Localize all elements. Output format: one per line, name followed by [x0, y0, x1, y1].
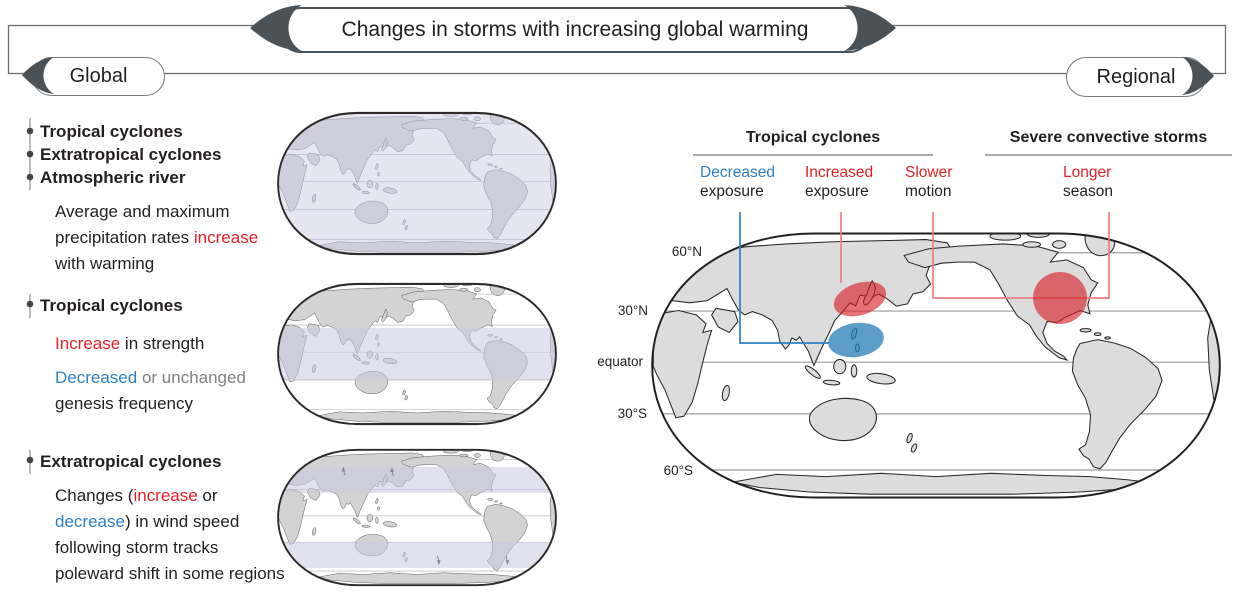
regional-world-map [651, 232, 1221, 499]
text-line: ) in wind speed [124, 512, 240, 531]
tc-strength-text: Increase in strength [55, 331, 295, 357]
increase-red-text: increase [133, 486, 198, 505]
slower-red-text: Slower [905, 164, 953, 181]
regional-header-tropical-cyclones: Tropical cyclones [693, 129, 933, 156]
global-map-storm-tracks [277, 448, 557, 587]
text-line: with warming [55, 254, 155, 273]
text-line: following storm tracks [55, 538, 219, 557]
label-increased-exposure: Increased exposure [805, 163, 873, 201]
increase-red-text: increase [193, 228, 259, 247]
heading-tropical-cyclones: Tropical cyclones [40, 296, 183, 315]
regional-header-severe-convective-storms: Severe convective storms [985, 129, 1232, 156]
bullet-dots [26, 127, 34, 464]
tab-regional: Regional [1066, 57, 1206, 97]
decrease-blue-text: decrease [55, 512, 125, 531]
text-line: poleward shift in some regions [55, 564, 285, 583]
text-line: precipitation rates [55, 228, 194, 247]
text-line: Average and maximum [55, 202, 230, 221]
text-line: exposure [700, 183, 764, 200]
figure-title-pill: Changes in storms with increasing global… [278, 7, 872, 53]
bullet-tropical-cyclones: Tropical cyclones [40, 122, 183, 141]
text-line: season [1063, 183, 1113, 200]
global-map-precipitation [277, 111, 557, 256]
tab-global: Global [32, 57, 165, 96]
latitude-label-60s: 60°S [663, 463, 693, 478]
bullet-atmospheric-river: Atmospheric river [40, 168, 186, 187]
label-slower-motion: Slower motion [905, 163, 952, 201]
text-line: Changes ( [55, 486, 134, 505]
decreased-blue-text: Decreased [55, 368, 138, 387]
tc-genesis-text: Decreased or unchanged genesis frequency [55, 365, 295, 417]
global-bullet-list: Tropical cyclones Extratropical cyclones… [40, 120, 221, 189]
tab-global-label: Global [69, 65, 128, 87]
global-map-tropical-band [277, 282, 557, 426]
figure-title: Changes in storms with increasing global… [341, 18, 809, 41]
heading-extratropical-cyclones: Extratropical cyclones [40, 452, 222, 471]
latitude-label-60n: 60°N [671, 244, 702, 259]
latitude-label-30s: 30°S [617, 406, 647, 421]
decreased-blue-text: Decreased [700, 164, 775, 181]
text-line: motion [905, 183, 952, 200]
longer-red-text: Longer [1063, 164, 1112, 181]
etc-windspeed-text: Changes (increase or decrease) in wind s… [55, 483, 315, 587]
text-line: or [197, 486, 218, 505]
unchanged-gray-text: or unchanged [137, 368, 246, 387]
latitude-label-equator: equator [597, 354, 643, 369]
text-line: exposure [805, 183, 869, 200]
global-precipitation-text: Average and maximum precipitation rates … [55, 199, 280, 277]
poleward-arrows [341, 466, 510, 566]
increased-red-text: Increased [805, 164, 874, 181]
label-decreased-exposure: Decreased exposure [700, 163, 775, 201]
text-line: genesis frequency [55, 394, 193, 413]
text-line: in strength [120, 334, 205, 353]
label-longer-season: Longer season [1063, 163, 1113, 201]
increase-red-text: Increase [55, 334, 121, 353]
tab-regional-label: Regional [1096, 65, 1176, 88]
bullet-extratropical-cyclones: Extratropical cyclones [40, 145, 222, 164]
latitude-label-30n: 30°N [617, 303, 648, 318]
